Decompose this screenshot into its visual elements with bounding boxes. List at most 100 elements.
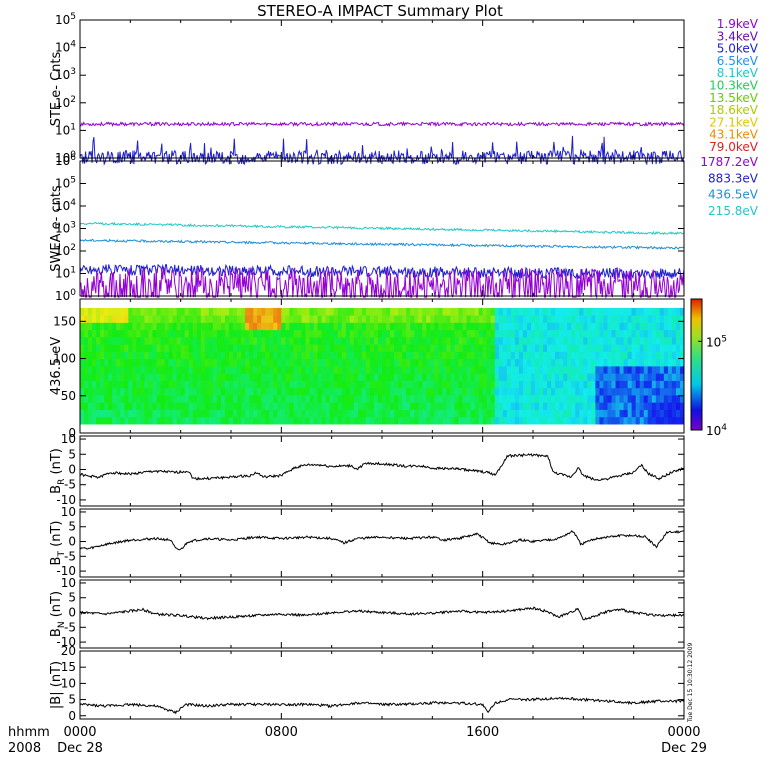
heatmap-cell	[228, 409, 234, 418]
heatmap-cell	[462, 344, 467, 352]
heatmap-cell	[494, 395, 500, 403]
heatmap-cell	[394, 395, 399, 403]
heatmap-cell	[382, 387, 387, 396]
heatmap-cell	[257, 387, 262, 396]
heatmap-cell	[482, 307, 488, 316]
heatmap-cell	[679, 409, 685, 418]
heatmap-cell	[373, 336, 379, 345]
heatmap-cell	[526, 344, 532, 352]
heatmap-cell	[168, 344, 174, 352]
heatmap-cell	[410, 395, 415, 403]
heatmap-cell	[422, 329, 427, 338]
heatmap-cell	[273, 307, 278, 316]
heatmap-cell	[164, 387, 169, 396]
heatmap-cell	[615, 315, 620, 323]
heatmap-cell	[305, 315, 310, 323]
heatmap-cell	[567, 409, 572, 418]
heatmap-cell	[289, 380, 294, 389]
heatmap-cell	[337, 307, 343, 316]
heatmap-cell	[498, 344, 504, 352]
heatmap-cell	[156, 366, 161, 374]
heatmap-cell	[535, 402, 540, 410]
heatmap-cell	[514, 380, 520, 389]
heatmap-cell	[438, 322, 443, 331]
heatmap-cell	[663, 315, 669, 323]
heatmap-cell	[398, 322, 403, 331]
heatmap-cell	[285, 329, 290, 338]
heatmap-cell	[265, 329, 270, 338]
heatmap-cell	[386, 409, 391, 418]
heatmap-cell	[567, 307, 572, 316]
heatmap-cell	[494, 387, 500, 396]
heatmap-cell	[502, 416, 508, 425]
heatmap-cell	[659, 380, 665, 389]
heatmap-cell	[587, 358, 592, 367]
swea-series-1	[79, 238, 685, 250]
heatmap-cell	[510, 387, 516, 396]
heatmap-cell	[551, 322, 556, 331]
heatmap-cell	[486, 307, 492, 316]
heatmap-cell	[402, 329, 407, 338]
heatmap-cell	[245, 336, 250, 345]
heatmap-cell	[430, 387, 435, 396]
heatmap-cell	[547, 344, 552, 352]
heatmap-cell	[659, 416, 665, 425]
heatmap-cell	[655, 322, 661, 331]
heatmap-cell	[426, 373, 431, 381]
heatmap-cell	[442, 336, 447, 345]
heatmap-cell	[377, 344, 383, 352]
heatmap-cell	[543, 380, 548, 389]
heatmap-cell	[414, 416, 419, 425]
heatmap-cell	[599, 416, 604, 425]
heatmap-cell	[410, 373, 415, 381]
heatmap-cell	[386, 373, 391, 381]
heatmap-cell	[357, 315, 363, 323]
heatmap-cell	[325, 344, 331, 352]
heatmap-cell	[92, 409, 97, 418]
heatmap-cell	[571, 366, 576, 374]
heatmap-cell	[241, 329, 246, 338]
heatmap-cell	[438, 315, 443, 323]
heatmap-cell	[317, 351, 322, 360]
heatmap-cell	[430, 322, 435, 331]
y-tick-label: 0	[68, 709, 76, 723]
heatmap-cell	[132, 402, 137, 410]
heatmap-cell	[563, 358, 568, 367]
heatmap-cell	[426, 315, 431, 323]
heatmap-cell	[96, 380, 101, 389]
heatmap-cell	[575, 329, 580, 338]
heatmap-cell	[289, 322, 294, 331]
heatmap-cell	[635, 395, 641, 403]
heatmap-cell	[301, 416, 306, 425]
heatmap-cell	[245, 366, 250, 374]
heatmap-cell	[466, 322, 471, 331]
heatmap-cell	[651, 395, 657, 403]
heatmap-cell	[386, 358, 391, 367]
heatmap-cell	[204, 307, 210, 316]
heatmap-cell	[382, 315, 387, 323]
colorbar-tick-label: 105	[706, 334, 727, 349]
heatmap-cell	[132, 322, 137, 331]
heatmap-cell	[450, 380, 455, 389]
heatmap-cell	[551, 307, 556, 316]
heatmap-cell	[136, 322, 141, 331]
heatmap-cell	[152, 329, 157, 338]
heatmap-cell	[220, 336, 226, 345]
heatmap-cell	[506, 380, 512, 389]
heatmap-cell	[377, 315, 383, 323]
heatmap-cell	[96, 344, 101, 352]
heatmap-cell	[575, 358, 580, 367]
heatmap-cell	[426, 416, 431, 425]
heatmap-cell	[422, 366, 427, 374]
y-tick-label: 106	[55, 153, 76, 168]
heatmap-cell	[132, 416, 137, 425]
heatmap-cell	[373, 395, 379, 403]
heatmap-cell	[643, 322, 649, 331]
heatmap-cell	[422, 315, 427, 323]
heatmap-cell	[317, 344, 322, 352]
heatmap-cell	[422, 336, 427, 345]
heatmap-cell	[458, 315, 463, 323]
heatmap-cell	[112, 402, 117, 410]
heatmap-cell	[172, 344, 178, 352]
heatmap-cell	[386, 395, 391, 403]
